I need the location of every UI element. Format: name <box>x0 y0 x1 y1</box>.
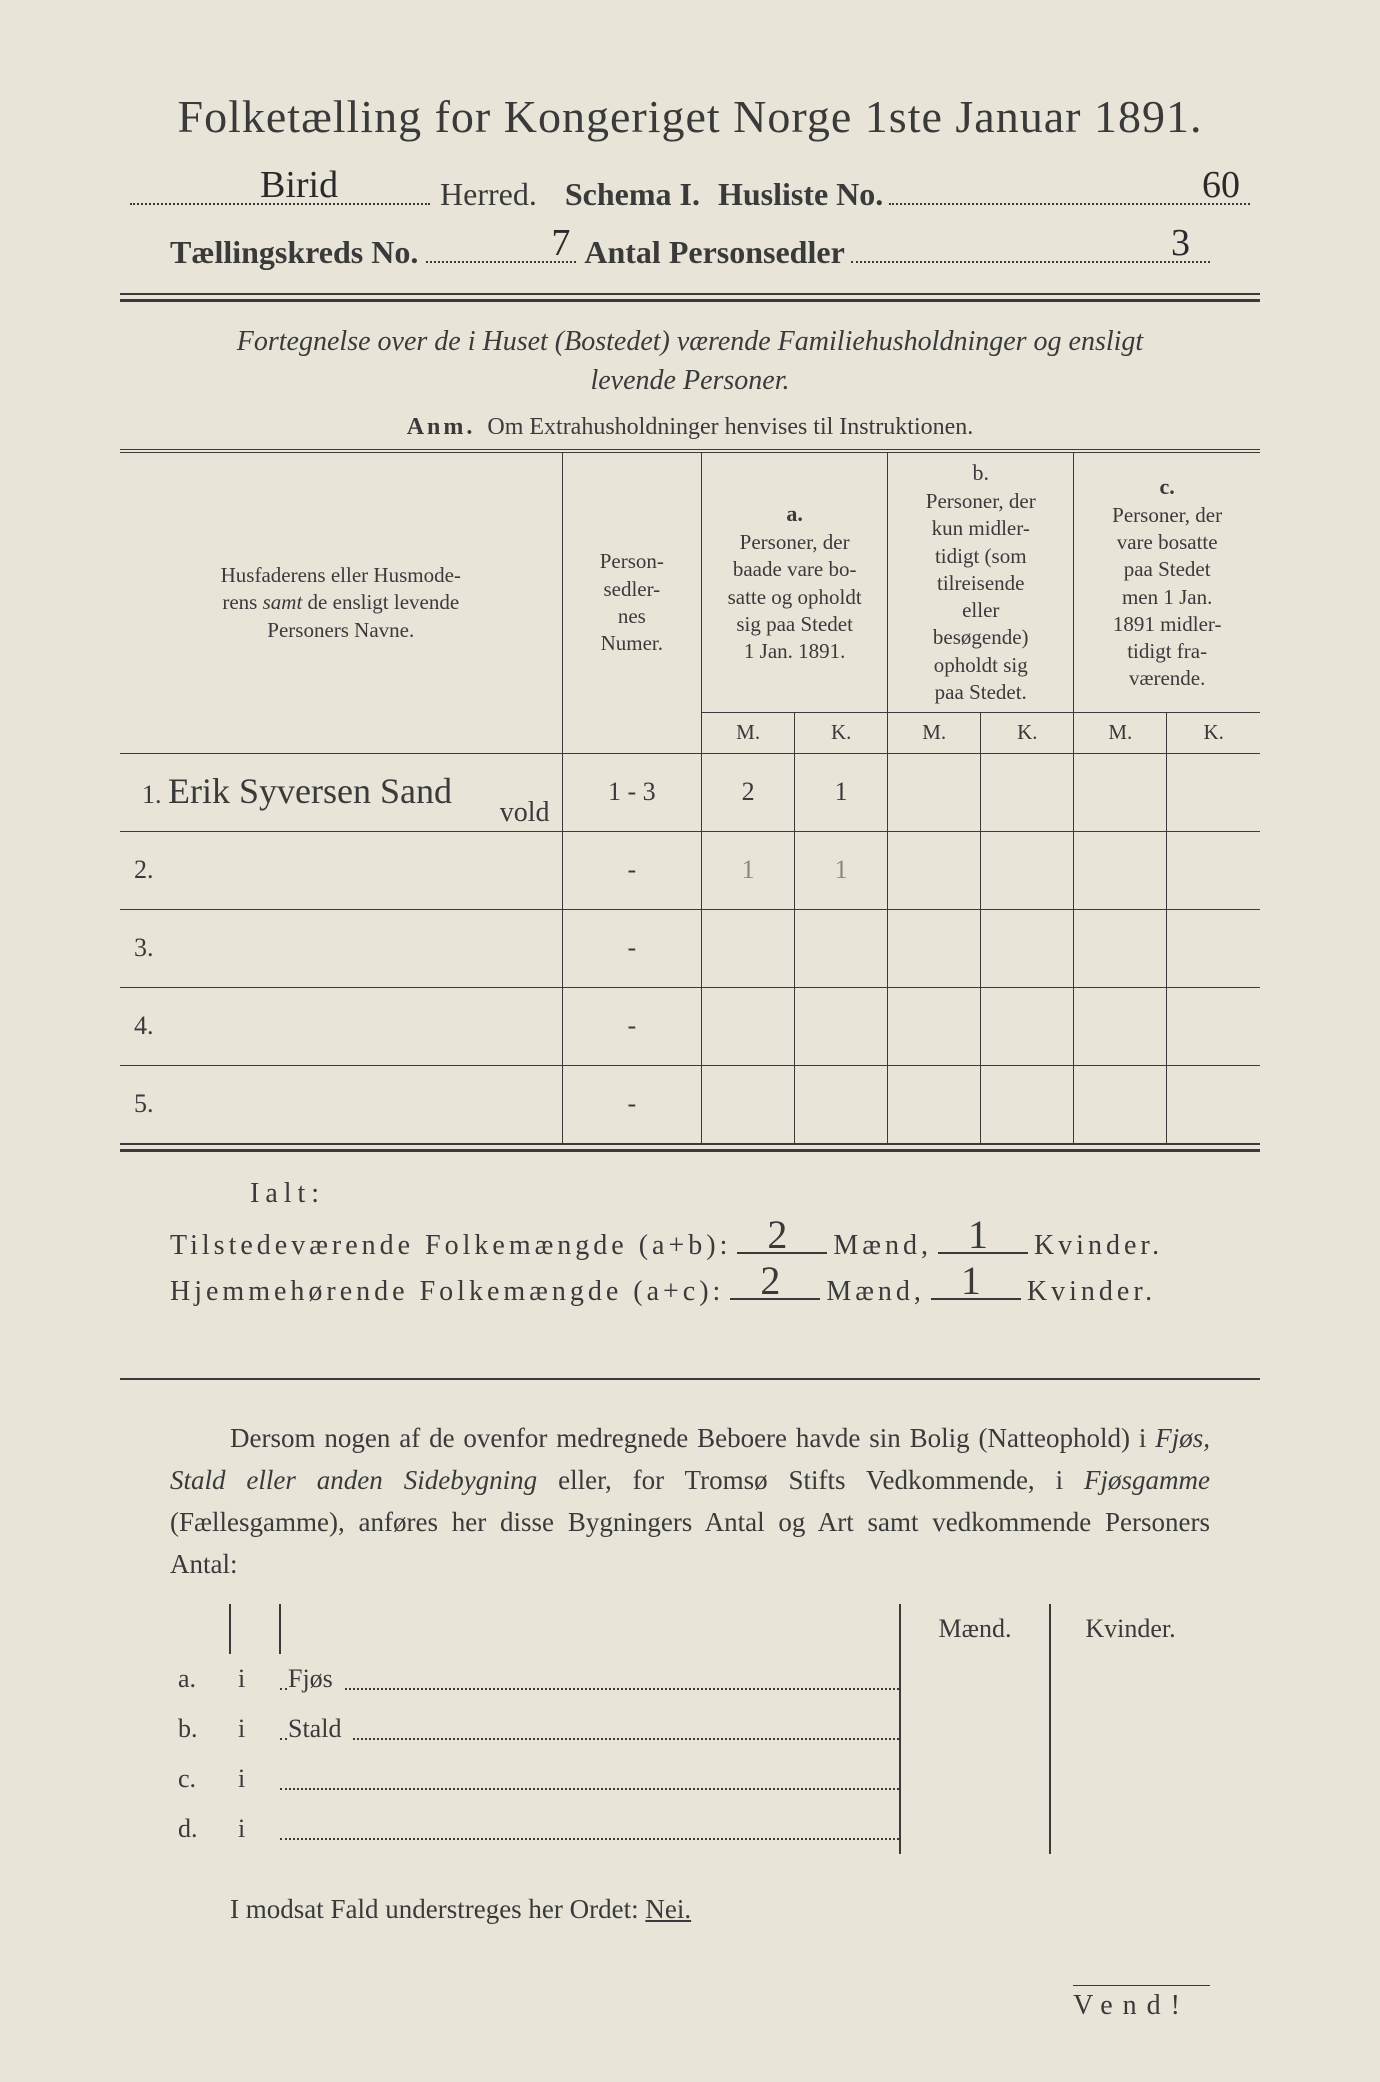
ialt-row-2: Hjemmehørende Folkemængde (a+c): 2 Mænd,… <box>170 1272 1210 1308</box>
row-num: 1. <box>128 780 162 809</box>
maend-label: Mænd, <box>826 1276 925 1308</box>
dwell-hdr-m: Mænd. <box>900 1604 1050 1654</box>
col-b-label: b. <box>896 459 1065 488</box>
ialt-r1-m: 2 <box>767 1211 791 1258</box>
mk-k: K. <box>795 713 888 753</box>
table-row: 4. - <box>120 987 1260 1065</box>
antal-no: 3 <box>1171 221 1190 265</box>
dwelling-table: Mænd. Kvinder. a. i Fjøs b. i Stald c. i <box>170 1604 1210 1854</box>
ialt-r2-m: 2 <box>760 1257 784 1304</box>
col-b-header: b. Personer, derkun midler-tidigt (somti… <box>888 451 1074 712</box>
table-row: 3. - <box>120 909 1260 987</box>
col-a-label: a. <box>710 500 879 529</box>
ialt-r1-k: 1 <box>968 1211 992 1258</box>
row-num: 5. <box>120 1065 562 1143</box>
husliste-no: 60 <box>1202 163 1240 207</box>
row-num-val: - <box>562 987 702 1065</box>
col-c-header: c. Personer, dervare bosattepaa Stedetme… <box>1074 451 1260 712</box>
row-num-val: - <box>562 831 702 909</box>
schema-label: Schema I. <box>565 176 700 213</box>
fortegnelse-line1: Fortegnelse over de i Huset (Bostedet) v… <box>237 326 1143 357</box>
row-num: 4. <box>120 987 562 1065</box>
row-b-k <box>981 753 1074 831</box>
row-num-val: - <box>562 1065 702 1143</box>
kvinder-label: Kvinder. <box>1027 1276 1156 1308</box>
dwell-label: Stald <box>288 1714 351 1743</box>
main-table: Husfaderens eller Husmode-rens samt de e… <box>120 449 1260 1143</box>
dwell-i: i <box>230 1804 280 1854</box>
dwell-k: d. <box>170 1804 230 1854</box>
row-num: 3. <box>120 909 562 987</box>
dersom-text: Dersom nogen af de ovenfor medregnede Be… <box>170 1418 1210 1585</box>
mk-k: K. <box>1167 713 1260 753</box>
col-a-header: a. Personer, derbaade vare bo-satte og o… <box>702 451 888 712</box>
dwell-k: b. <box>170 1704 230 1754</box>
row-a-m-faint: 1 <box>702 831 795 909</box>
kvinder-label: Kvinder. <box>1034 1230 1163 1262</box>
dwell-row: a. i Fjøs <box>170 1654 1210 1704</box>
dwell-i: i <box>230 1754 280 1804</box>
modsat-nei: Nei. <box>645 1894 691 1924</box>
dersom-block: Dersom nogen af de ovenfor medregnede Be… <box>120 1378 1260 2021</box>
row-c-m <box>1074 753 1167 831</box>
table-row: 5. - <box>120 1065 1260 1143</box>
ialt-block: Ialt: Tilstedeværende Folkemængde (a+b):… <box>120 1178 1260 1308</box>
mk-m: M. <box>702 713 795 753</box>
header-line-2: Tællingskreds No. 7 Antal Personsedler 3 <box>120 231 1260 271</box>
row-c-k <box>1167 753 1260 831</box>
col-num-header: Person-sedler-nesNumer. <box>562 451 702 753</box>
anm: Anm. Om Extrahusholdninger henvises til … <box>120 414 1260 441</box>
dwell-k: c. <box>170 1754 230 1804</box>
page-title: Folketælling for Kongeriget Norge 1ste J… <box>120 90 1260 143</box>
row-name: Erik Syversen Sand <box>168 771 452 811</box>
row-num-val: 1 - 3 <box>562 753 702 831</box>
dwell-label: Fjøs <box>288 1664 343 1693</box>
dwell-hdr-k: Kvinder. <box>1050 1604 1210 1654</box>
dwell-i: i <box>230 1654 280 1704</box>
row-num: 2. <box>120 831 562 909</box>
husliste-label: Husliste No. <box>718 176 883 213</box>
row-num-val: - <box>562 909 702 987</box>
row-a-k-faint: 1 <box>795 831 888 909</box>
table-row: 2. - 1 1 <box>120 831 1260 909</box>
modsat: I modsat Fald understreges her Ordet: Ne… <box>170 1894 1210 1925</box>
rule <box>120 299 1260 302</box>
antal-label: Antal Personsedler <box>584 234 844 271</box>
header-line-1: Birid Herred. Schema I. Husliste No. 60 <box>120 173 1260 213</box>
dwell-row: b. i Stald <box>170 1704 1210 1754</box>
row-a-k: 1 <box>795 753 888 831</box>
anm-text: Om Extrahusholdninger henvises til Instr… <box>487 414 973 440</box>
vend: Vend! <box>1073 1985 1210 2022</box>
herred-label: Herred. <box>440 176 537 213</box>
dwell-k: a. <box>170 1654 230 1704</box>
row-b-m <box>888 753 981 831</box>
kreds-label: Tællingskreds No. <box>170 234 418 271</box>
fortegnelse: Fortegnelse over de i Huset (Bostedet) v… <box>120 322 1260 400</box>
fortegnelse-line2: levende Personer. <box>590 365 789 396</box>
col-c-label: c. <box>1082 473 1252 502</box>
ialt-row1-label: Tilstedeværende Folkemængde (a+b): <box>170 1230 731 1262</box>
ialt-row2-label: Hjemmehørende Folkemængde (a+c): <box>170 1276 724 1308</box>
ialt-row-1: Tilstedeværende Folkemængde (a+b): 2 Mæn… <box>170 1226 1210 1262</box>
row-a-m: 2 <box>702 753 795 831</box>
dwell-row: d. i <box>170 1804 1210 1854</box>
ialt-title: Ialt: <box>170 1178 1210 1210</box>
mk-m: M. <box>1074 713 1167 753</box>
dwell-i: i <box>230 1704 280 1754</box>
row-name-sub: vold <box>500 797 550 829</box>
herred-handwritten: Birid <box>260 163 338 207</box>
col-name-header: Husfaderens eller Husmode-rens samt de e… <box>120 451 562 753</box>
ialt-r2-k: 1 <box>961 1257 985 1304</box>
table-row: 1. Erik Syversen Sand vold 1 - 3 2 1 <box>120 753 1260 831</box>
modsat-text: I modsat Fald understreges her Ordet: <box>230 1894 639 1924</box>
maend-label: Mænd, <box>833 1230 932 1262</box>
kreds-no: 7 <box>551 221 570 265</box>
rule <box>120 293 1260 295</box>
mk-m: M. <box>888 713 981 753</box>
mk-k: K. <box>981 713 1074 753</box>
anm-prefix: Anm. <box>407 414 476 440</box>
dwell-row: c. i <box>170 1754 1210 1804</box>
